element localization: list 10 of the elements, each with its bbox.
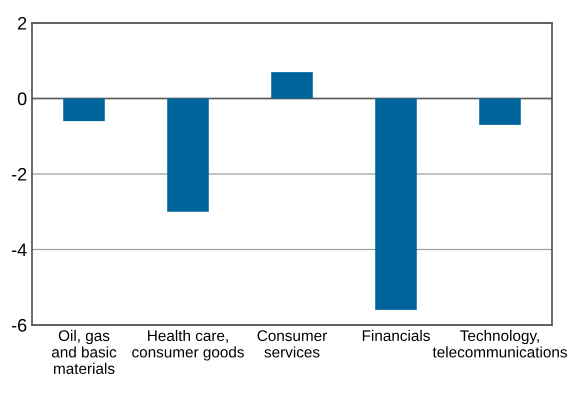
x-tick-label: Health care, consumer goods [132,330,244,361]
y-tick-label: -2 [12,168,26,181]
y-tick-label: 0 [18,92,26,106]
y-tick-label: -6 [12,318,26,332]
y-tick-label: 2 [18,16,26,30]
y-tick-label: -4 [12,244,27,256]
x-tick-label: Consumer services [258,330,327,358]
x-tick-label: Financials [362,330,430,342]
x-tick-label: Oil, gas and basic materials [52,330,116,374]
x-tick-label: Technology, telecommunications [432,330,567,358]
